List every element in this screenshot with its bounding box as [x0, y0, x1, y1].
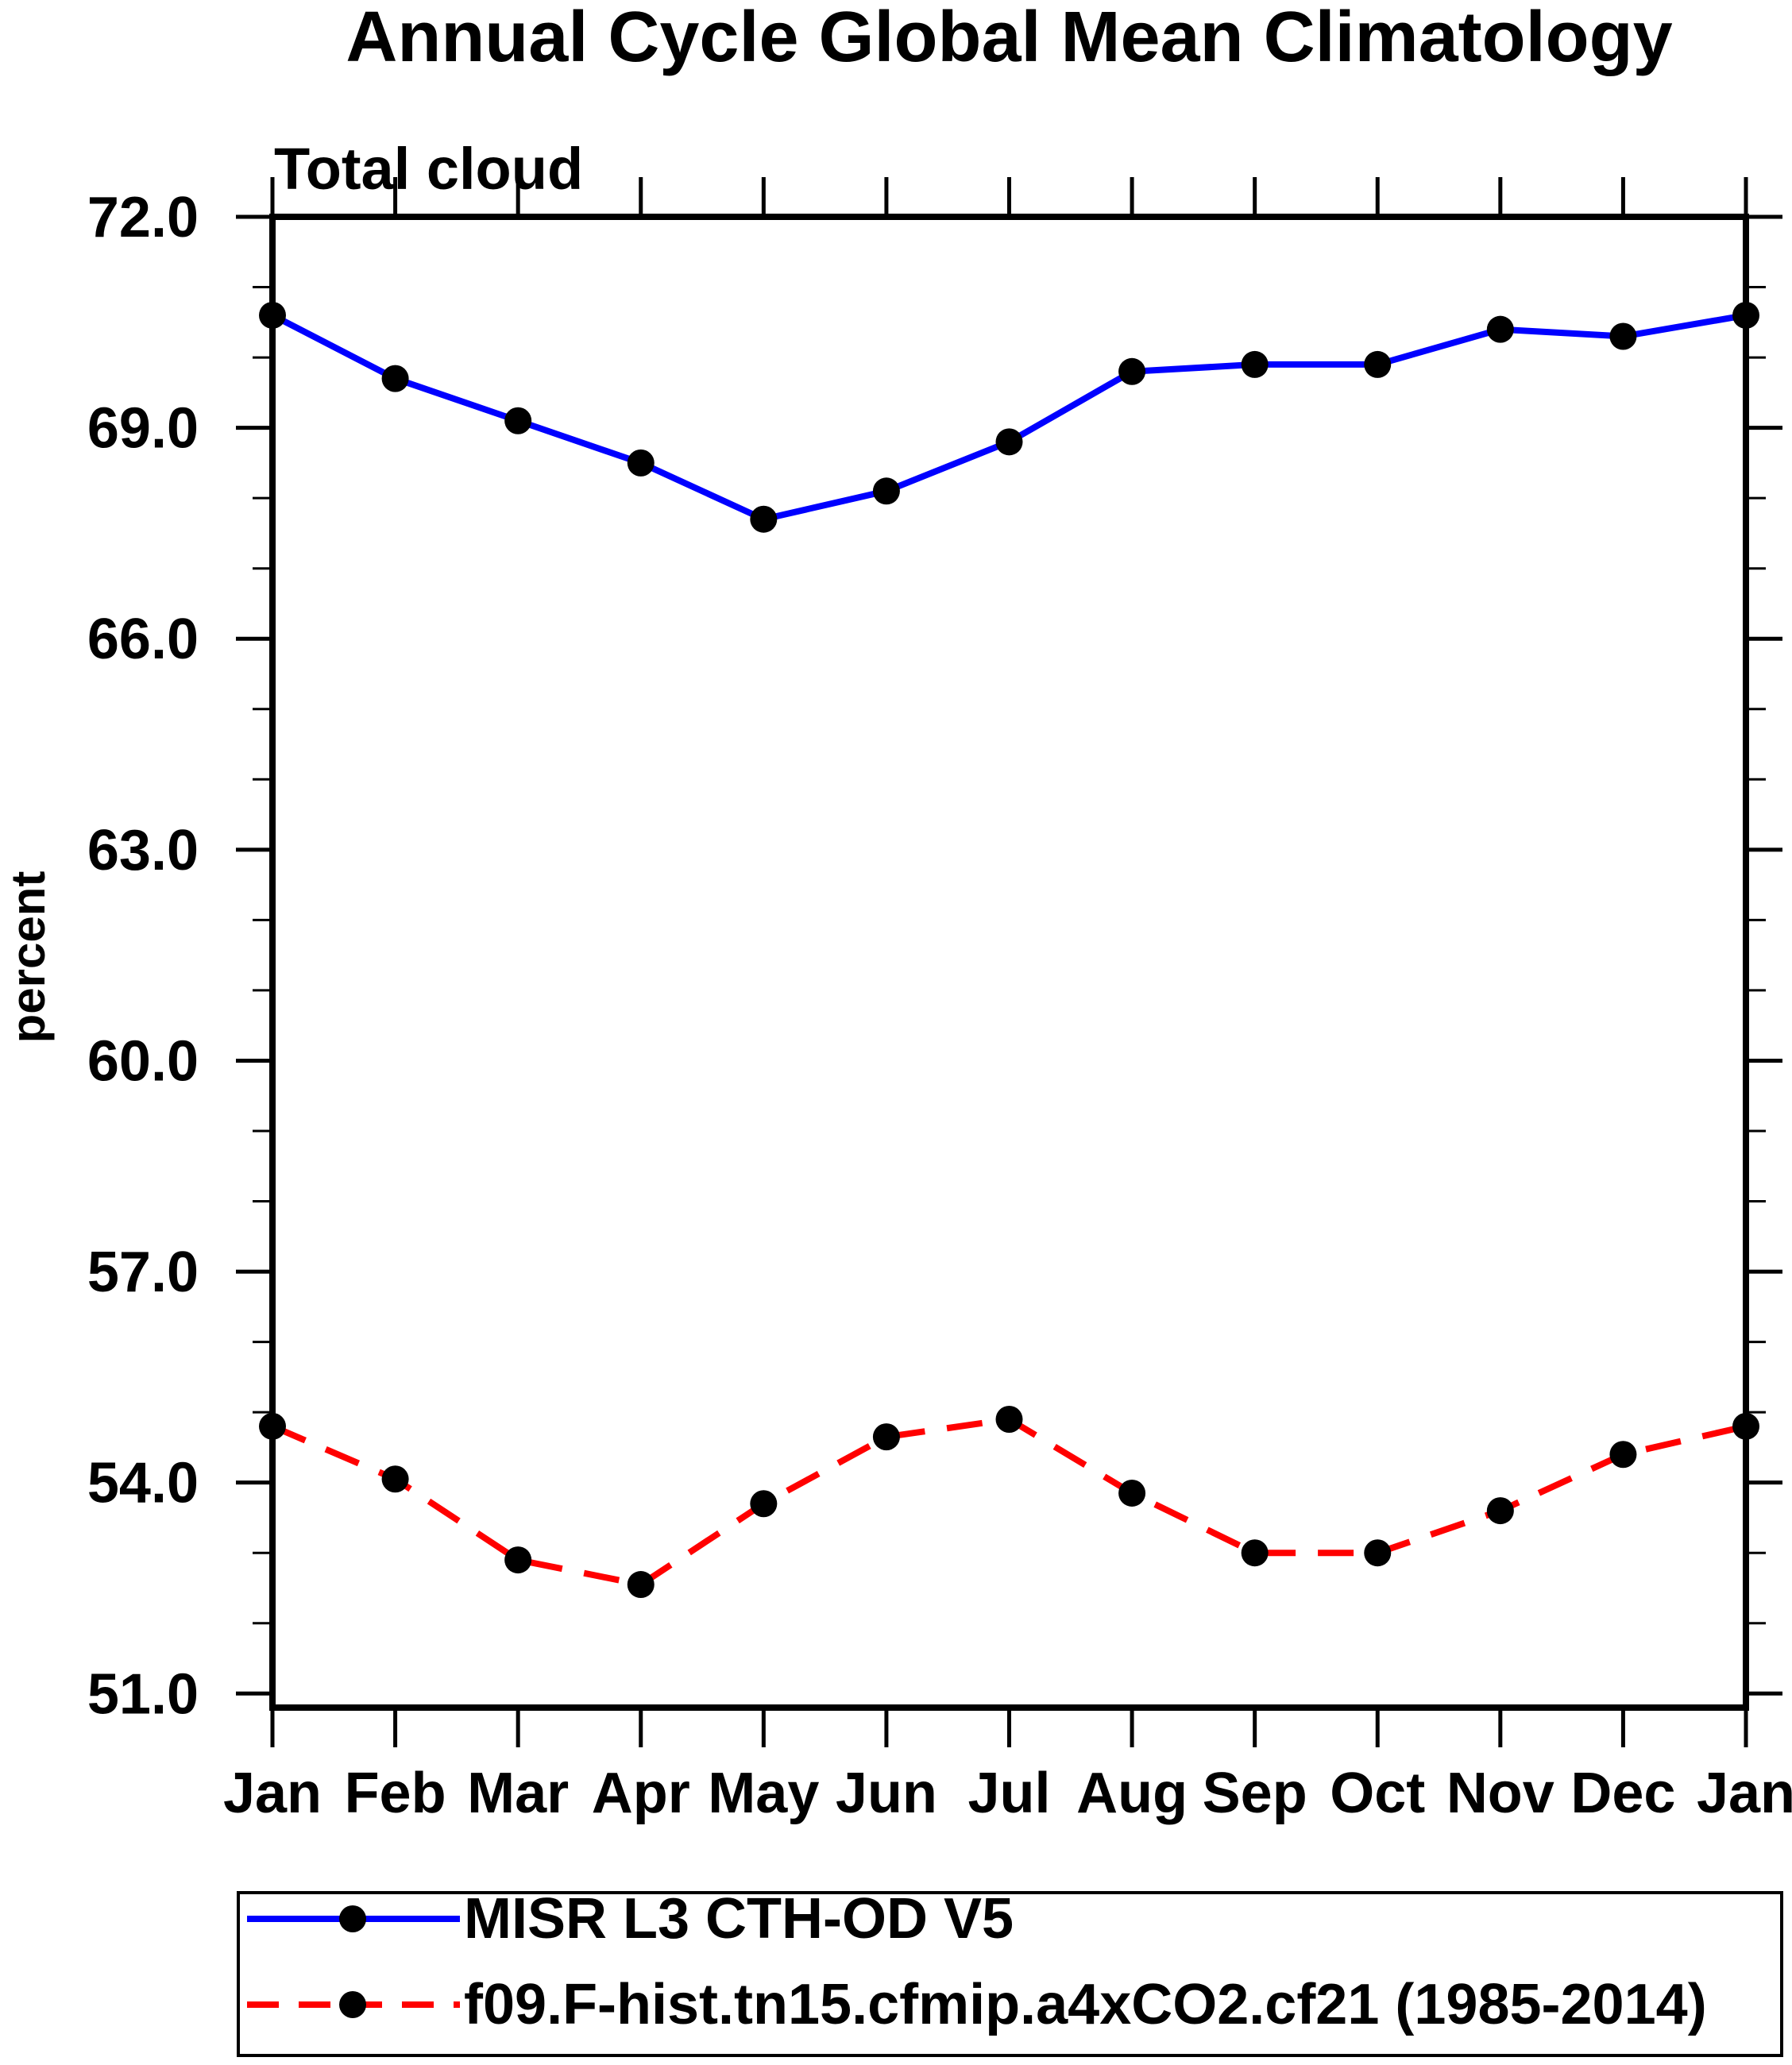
- data-point-marker: [872, 1423, 900, 1451]
- y-tick-label: 54.0: [87, 1452, 199, 1515]
- data-point-marker: [872, 477, 900, 505]
- x-tick-label: Aug: [1076, 1762, 1188, 1825]
- data-point-marker: [1364, 350, 1392, 378]
- x-tick-label: Feb: [345, 1762, 446, 1825]
- data-point-marker: [1486, 315, 1514, 343]
- data-point-marker: [259, 301, 286, 329]
- x-tick-label: Mar: [467, 1762, 569, 1825]
- series-misr: [259, 301, 1759, 533]
- x-tick-label: Sep: [1203, 1762, 1307, 1825]
- data-point-marker: [1118, 1479, 1146, 1507]
- data-point-marker: [1609, 1441, 1637, 1469]
- data-point-marker: [1609, 322, 1637, 350]
- data-point-marker: [995, 1405, 1023, 1433]
- data-point-marker: [750, 1490, 778, 1518]
- data-point-marker: [1732, 301, 1759, 329]
- legend-marker-icon: [339, 1905, 366, 1932]
- x-axis: Jan Feb Mar Apr May Jun Jul Aug Sep Oct Nov Dec Jan: [223, 177, 1792, 1825]
- y-tick-label: 69.0: [87, 397, 199, 461]
- x-tick-label: Jul: [967, 1762, 1050, 1825]
- legend: MISR L3 CTH-OD V5 f09.F-hist.tn15.cfmip.…: [237, 1890, 1783, 2057]
- series-f09: [259, 1405, 1759, 1599]
- chart-subtitle: Total cloud: [274, 136, 584, 202]
- y-tick-label: 72.0: [87, 186, 199, 249]
- y-tick-label: 57.0: [87, 1241, 199, 1304]
- data-point-marker: [1241, 1539, 1269, 1567]
- data-point-marker: [627, 449, 655, 477]
- legend-marker-icon: [339, 1991, 366, 2018]
- series-line: [271, 312, 1747, 523]
- legend-swatch-misr: [247, 1905, 460, 1932]
- data-point-marker: [995, 428, 1023, 456]
- x-tick-label: Jan: [223, 1762, 322, 1825]
- data-point-marker: [627, 1571, 655, 1599]
- data-point-marker: [1732, 1412, 1759, 1440]
- legend-item-f09: f09.F-hist.tn15.cfmip.a4xCO2.cf21 (1985-…: [247, 1976, 1707, 2033]
- x-tick-label: Apr: [592, 1762, 690, 1825]
- x-tick-label: Dec: [1570, 1762, 1675, 1825]
- y-axis: 51.0 54.0 57.0 60.0 63.0 66.0 69.0 72.0: [87, 186, 1782, 1726]
- data-point-marker: [1118, 357, 1146, 385]
- x-tick-label: May: [708, 1762, 819, 1825]
- x-tick-label: Oct: [1330, 1762, 1425, 1825]
- data-point-marker: [381, 1465, 409, 1493]
- x-tick-label: Jan: [1697, 1762, 1792, 1825]
- legend-swatch-f09: [247, 1991, 460, 2018]
- x-tick-label: Jun: [836, 1762, 937, 1825]
- chart-title: Annual Cycle Global Mean Climatology: [346, 0, 1673, 77]
- data-point-marker: [504, 407, 532, 434]
- data-point-marker: [1364, 1539, 1392, 1567]
- data-point-marker: [1486, 1497, 1514, 1525]
- y-tick-label: 63.0: [87, 819, 199, 882]
- legend-label-f09: f09.F-hist.tn15.cfmip.a4xCO2.cf21 (1985-…: [464, 1973, 1707, 2036]
- legend-label-misr: MISR L3 CTH-OD V5: [464, 1887, 1014, 1951]
- data-point-marker: [259, 1412, 286, 1440]
- data-point-marker: [381, 365, 409, 392]
- y-tick-label: 60.0: [87, 1029, 199, 1093]
- y-tick-label: 51.0: [87, 1662, 199, 1726]
- legend-item-misr: MISR L3 CTH-OD V5: [247, 1890, 1014, 1947]
- y-tick-label: 66.0: [87, 608, 199, 671]
- data-point-marker: [504, 1546, 532, 1574]
- x-tick-label: Nov: [1446, 1762, 1554, 1825]
- series-line: [271, 1415, 1747, 1588]
- data-point-marker: [750, 505, 778, 533]
- data-point-marker: [1241, 350, 1269, 378]
